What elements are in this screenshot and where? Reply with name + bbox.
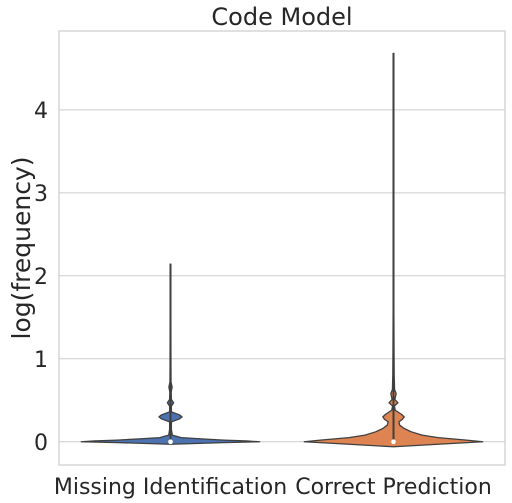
y-axis-label: log(frequency)	[7, 156, 36, 339]
x-tick-label: Correct Prediction	[295, 475, 492, 500]
y-tick-label: 1	[34, 348, 48, 373]
y-tick-label: 0	[34, 431, 48, 456]
violins	[80, 52, 484, 448]
x-tick-label: Missing Identification	[54, 475, 287, 500]
violin-median	[168, 439, 173, 445]
plot-area	[58, 30, 506, 466]
y-tick-label: 4	[34, 99, 48, 124]
x-tick-labels: Missing Identification Correct Prediction	[54, 475, 492, 500]
y-tick-label: 2	[34, 265, 48, 290]
violin-median	[391, 439, 396, 445]
y-tick-labels: 0 1 2 3 4	[34, 99, 48, 456]
y-tick-label: 3	[34, 182, 48, 207]
chart-title: Code Model	[211, 3, 352, 31]
